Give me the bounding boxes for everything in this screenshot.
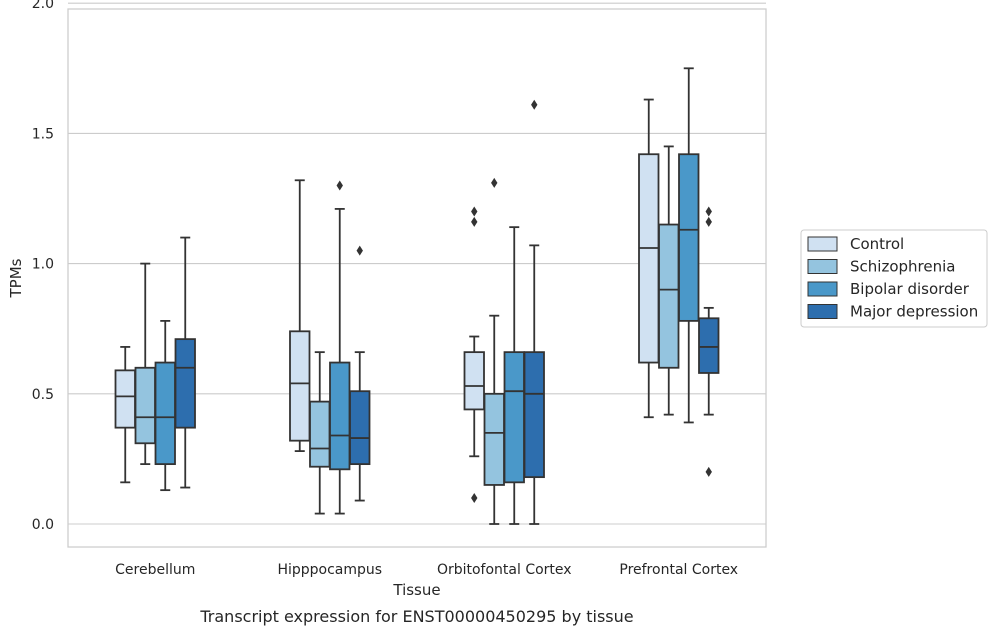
outlier-marker [336, 180, 343, 191]
box-body [503, 351, 525, 484]
outlier-marker [471, 206, 478, 217]
box-1-3 [658, 145, 680, 416]
x-axis-label: Tissue [392, 581, 440, 599]
box-3-2 [523, 99, 545, 525]
box-1-2 [483, 177, 505, 525]
legend-swatch [807, 236, 838, 252]
x-tick-label: Prefrontal Cortex [619, 562, 738, 578]
box-0-2 [463, 206, 485, 503]
outlier-marker [491, 177, 498, 188]
box-body [114, 369, 136, 429]
legend-label: Major depression [850, 303, 978, 321]
outlier-marker [471, 216, 478, 227]
box-body [698, 317, 720, 374]
box-3-1 [349, 245, 371, 502]
box-2-2 [503, 226, 525, 525]
plot-frame [67, 8, 767, 548]
box-body [463, 351, 485, 411]
y-tick-label: 2.0 [32, 0, 54, 12]
y-tick-label: 0.0 [32, 517, 54, 533]
box-body [483, 392, 505, 486]
box-body [658, 223, 680, 369]
outlier-marker [705, 206, 712, 217]
box-body [329, 361, 351, 471]
box-body [154, 361, 176, 466]
boxes-group [114, 67, 720, 525]
box-body [523, 351, 545, 479]
x-tick-label: Hipppocampus [277, 562, 382, 578]
x-tick-label: Cerebellum [115, 562, 195, 578]
legend-swatch [807, 281, 838, 297]
y-tick-label: 1.5 [32, 126, 54, 142]
box-1-1 [309, 351, 331, 515]
y-axis-label: TPMs [7, 258, 25, 298]
box-body [678, 153, 700, 322]
box-3-3 [698, 206, 720, 477]
x-tick-label: Orbitofontal Cortex [437, 562, 572, 578]
box-body [289, 330, 311, 442]
box-3-0 [174, 236, 196, 489]
outlier-marker [705, 466, 712, 477]
outlier-marker [356, 245, 363, 256]
legend: Control Schizophrenia Bipolar disorder Majo… [800, 229, 988, 328]
box-1-0 [134, 262, 156, 466]
outlier-marker [705, 216, 712, 227]
legend-swatch [807, 259, 838, 274]
legend-label: Control [850, 235, 904, 253]
legend-swatch [807, 304, 838, 319]
box-2-3 [678, 67, 700, 424]
box-2-0 [154, 319, 176, 492]
box-0-3 [638, 98, 660, 419]
box-body [174, 338, 196, 429]
y-tick-label: 0.5 [32, 387, 54, 403]
y-axis-ticks: 0.00.51.01.52.02.53.03.5 [32, 0, 54, 533]
box-2-1 [329, 180, 351, 515]
outlier-marker [471, 492, 478, 503]
box-body [134, 366, 156, 445]
legend-frame [800, 229, 988, 328]
legend-label: Bipolar disorder [850, 280, 970, 298]
box-0-1 [289, 179, 311, 452]
x-axis-ticks: Cerebellum Hipppocampus Orbitofontal Corte… [115, 562, 738, 578]
box-0-0 [114, 346, 136, 484]
legend-label: Schizophrenia [850, 258, 955, 276]
box-body [638, 153, 660, 364]
y-tick-label: 1.0 [32, 257, 54, 273]
chart-caption: Transcript expression for ENST0000045029… [199, 607, 633, 626]
box-body [349, 390, 371, 466]
box-body [309, 400, 331, 468]
outlier-marker [531, 99, 538, 110]
